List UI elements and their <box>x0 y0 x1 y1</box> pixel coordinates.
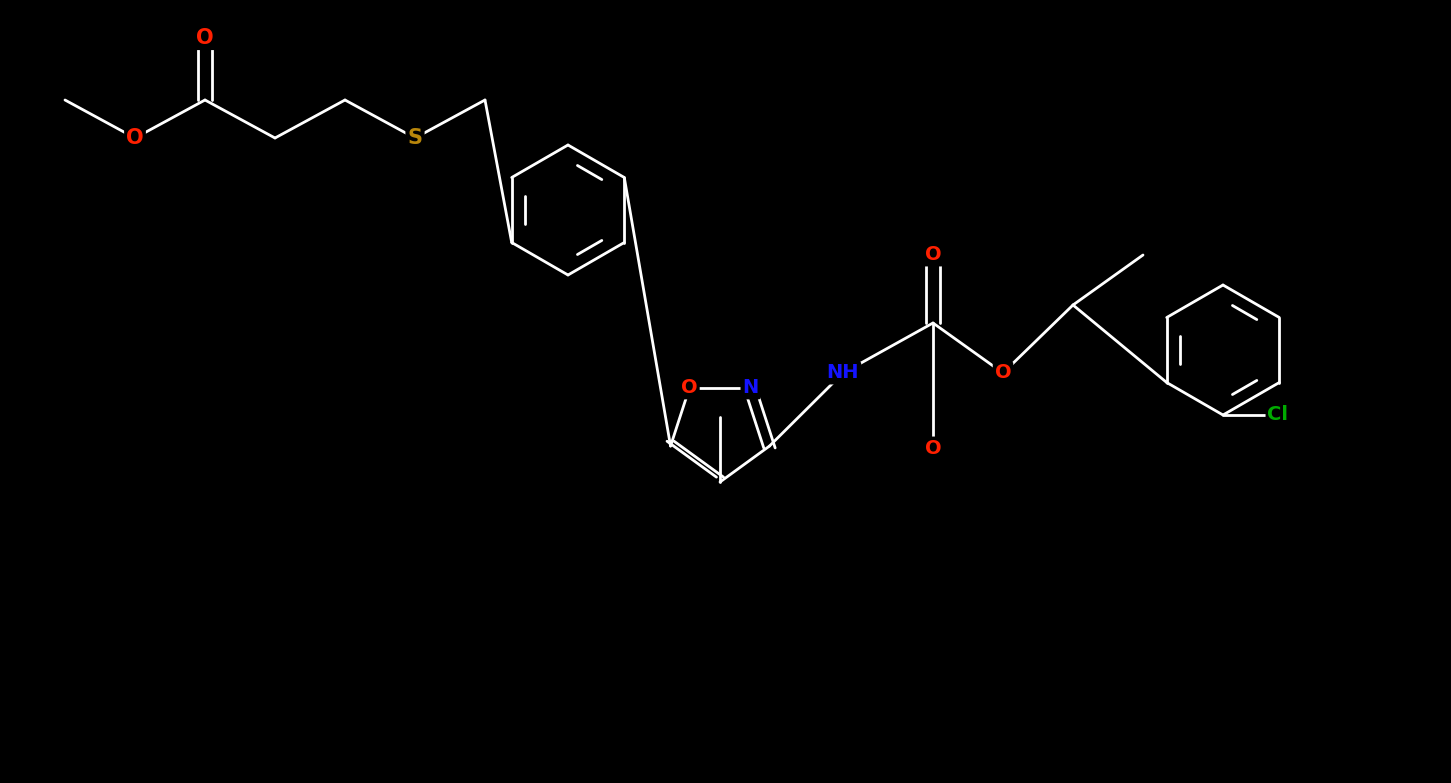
Text: Cl: Cl <box>1268 406 1288 424</box>
Text: O: O <box>196 28 213 48</box>
Text: O: O <box>681 378 698 398</box>
Text: N: N <box>743 378 759 398</box>
Text: NH: NH <box>827 363 859 383</box>
Text: S: S <box>408 128 422 148</box>
Text: O: O <box>924 246 942 265</box>
Text: O: O <box>126 128 144 148</box>
Text: O: O <box>995 363 1011 383</box>
Text: O: O <box>924 438 942 457</box>
